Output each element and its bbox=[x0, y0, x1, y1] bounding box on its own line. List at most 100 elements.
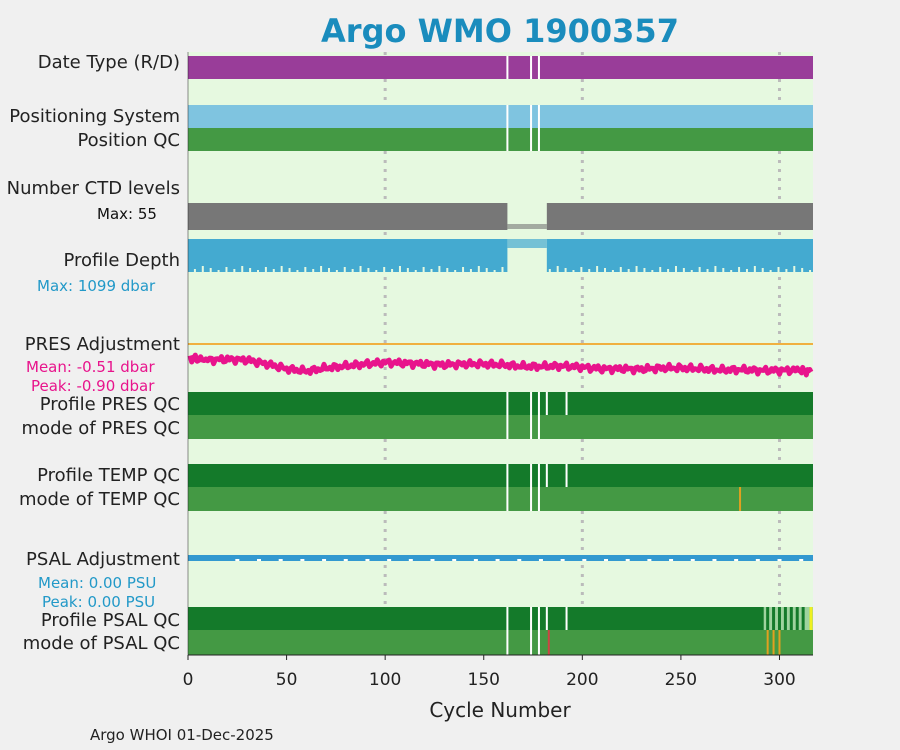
label-ctd-levels: Number CTD levels bbox=[6, 178, 180, 199]
missing-cycle-line bbox=[530, 415, 533, 439]
psal-notch bbox=[582, 559, 587, 561]
label-mode-psal-qc: mode of PSAL QC bbox=[22, 633, 180, 654]
depth-notch bbox=[580, 267, 583, 272]
depth-notch bbox=[682, 268, 685, 272]
depth-notch bbox=[469, 269, 472, 272]
psal-notch bbox=[430, 559, 435, 561]
depth-notch bbox=[793, 266, 796, 272]
depth-notch bbox=[777, 267, 780, 272]
missing-cycle-line bbox=[530, 630, 533, 655]
mode-pres-qc-band bbox=[188, 415, 813, 439]
date-type-band bbox=[188, 56, 813, 79]
depth-notch bbox=[485, 268, 488, 272]
depth-notch bbox=[572, 270, 575, 272]
depth-notch bbox=[257, 270, 260, 272]
depth-notch bbox=[706, 269, 709, 272]
depth-notch bbox=[690, 270, 693, 272]
depth-notch bbox=[801, 268, 804, 272]
missing-cycle-line bbox=[537, 630, 540, 655]
temp-qc-flag-mark bbox=[739, 487, 742, 511]
depth-notch bbox=[225, 267, 228, 272]
position-qc-band bbox=[188, 128, 813, 151]
label-position-qc: Position QC bbox=[77, 130, 180, 151]
psal-notch bbox=[560, 559, 565, 561]
depth-notch bbox=[745, 269, 748, 272]
label-profile-depth: Profile Depth bbox=[63, 250, 180, 271]
depth-notch bbox=[430, 269, 433, 272]
depth-notch bbox=[351, 269, 354, 272]
psal-qc-flag-mark bbox=[772, 630, 775, 655]
depth-notch bbox=[375, 270, 378, 272]
missing-cycle-line bbox=[537, 464, 540, 487]
depth-notch bbox=[809, 270, 812, 272]
psal-notch bbox=[278, 559, 283, 561]
psal-qc-degraded-region bbox=[763, 607, 813, 630]
depth-notch bbox=[217, 270, 220, 272]
label-positioning-system: Positioning System bbox=[9, 106, 180, 127]
missing-cycle-line bbox=[537, 415, 540, 439]
depth-notch bbox=[769, 270, 772, 272]
psal-notch bbox=[538, 559, 543, 561]
x-tick-label: 300 bbox=[763, 670, 795, 690]
depth-notch bbox=[201, 266, 204, 272]
psal-notch bbox=[322, 559, 327, 561]
x-tick-label: 0 bbox=[183, 670, 194, 690]
depth-notch bbox=[359, 266, 362, 272]
profile-temp-qc-band bbox=[188, 464, 813, 487]
psal-notch bbox=[473, 559, 478, 561]
chart-title: Argo WMO 1900357 bbox=[321, 12, 679, 50]
missing-cycle-line bbox=[506, 607, 509, 630]
depth-notch bbox=[320, 266, 323, 272]
depth-notch bbox=[477, 266, 480, 272]
plot-background bbox=[188, 52, 813, 655]
depth-notch bbox=[753, 266, 756, 272]
depth-notch bbox=[738, 267, 741, 272]
depth-notch bbox=[674, 266, 677, 272]
psal-notch bbox=[669, 559, 674, 561]
psal-notch bbox=[343, 559, 348, 561]
depth-notch bbox=[659, 267, 662, 272]
missing-cycle-line bbox=[537, 56, 540, 79]
missing-cycle-line bbox=[545, 607, 548, 630]
label-mode-pres-qc: mode of PRES QC bbox=[21, 418, 180, 439]
psal-peak-text: Peak: 0.00 PSU bbox=[42, 593, 156, 611]
depth-notch bbox=[627, 269, 630, 272]
depth-notch bbox=[296, 270, 299, 272]
label-profile-psal-qc: Profile PSAL QC bbox=[40, 610, 180, 631]
psal-qc-degraded-mark bbox=[783, 607, 787, 630]
ctd-levels-bar bbox=[507, 224, 547, 229]
depth-notch bbox=[785, 269, 788, 272]
psal-qc-degraded-mark bbox=[789, 607, 793, 630]
psal-qc-flag-mark bbox=[766, 630, 769, 655]
depth-notch bbox=[730, 270, 733, 272]
mode-temp-qc-band bbox=[188, 487, 813, 511]
missing-cycle-line bbox=[537, 392, 540, 415]
missing-cycle-line bbox=[506, 487, 509, 511]
depth-notch bbox=[619, 267, 622, 272]
profile-pres-qc-band bbox=[188, 392, 813, 415]
missing-cycle-line bbox=[565, 464, 568, 487]
missing-cycle-line bbox=[506, 392, 509, 415]
missing-cycle-line bbox=[545, 464, 548, 487]
x-tick-label: 150 bbox=[468, 670, 500, 690]
depth-notch bbox=[241, 266, 244, 272]
missing-cycle-line bbox=[506, 56, 509, 79]
psal-qc-degraded-mark bbox=[772, 607, 776, 630]
depth-notch bbox=[304, 267, 307, 272]
missing-cycle-line bbox=[530, 464, 533, 487]
depth-notch bbox=[454, 270, 457, 272]
depth-notch bbox=[264, 267, 267, 272]
depth-notch bbox=[462, 267, 465, 272]
depth-notch bbox=[446, 268, 449, 272]
x-tick-label: 200 bbox=[566, 670, 598, 690]
x-axis-label: Cycle Number bbox=[429, 698, 571, 722]
depth-notch bbox=[493, 270, 496, 272]
psal-qc-flag-mark bbox=[547, 630, 550, 655]
missing-cycle-line bbox=[506, 128, 509, 151]
depth-notch bbox=[556, 266, 559, 272]
depth-notch bbox=[327, 268, 330, 272]
psal-notch bbox=[408, 559, 413, 561]
depth-notch bbox=[249, 268, 252, 272]
label-date-type: Date Type (R/D) bbox=[37, 52, 180, 73]
